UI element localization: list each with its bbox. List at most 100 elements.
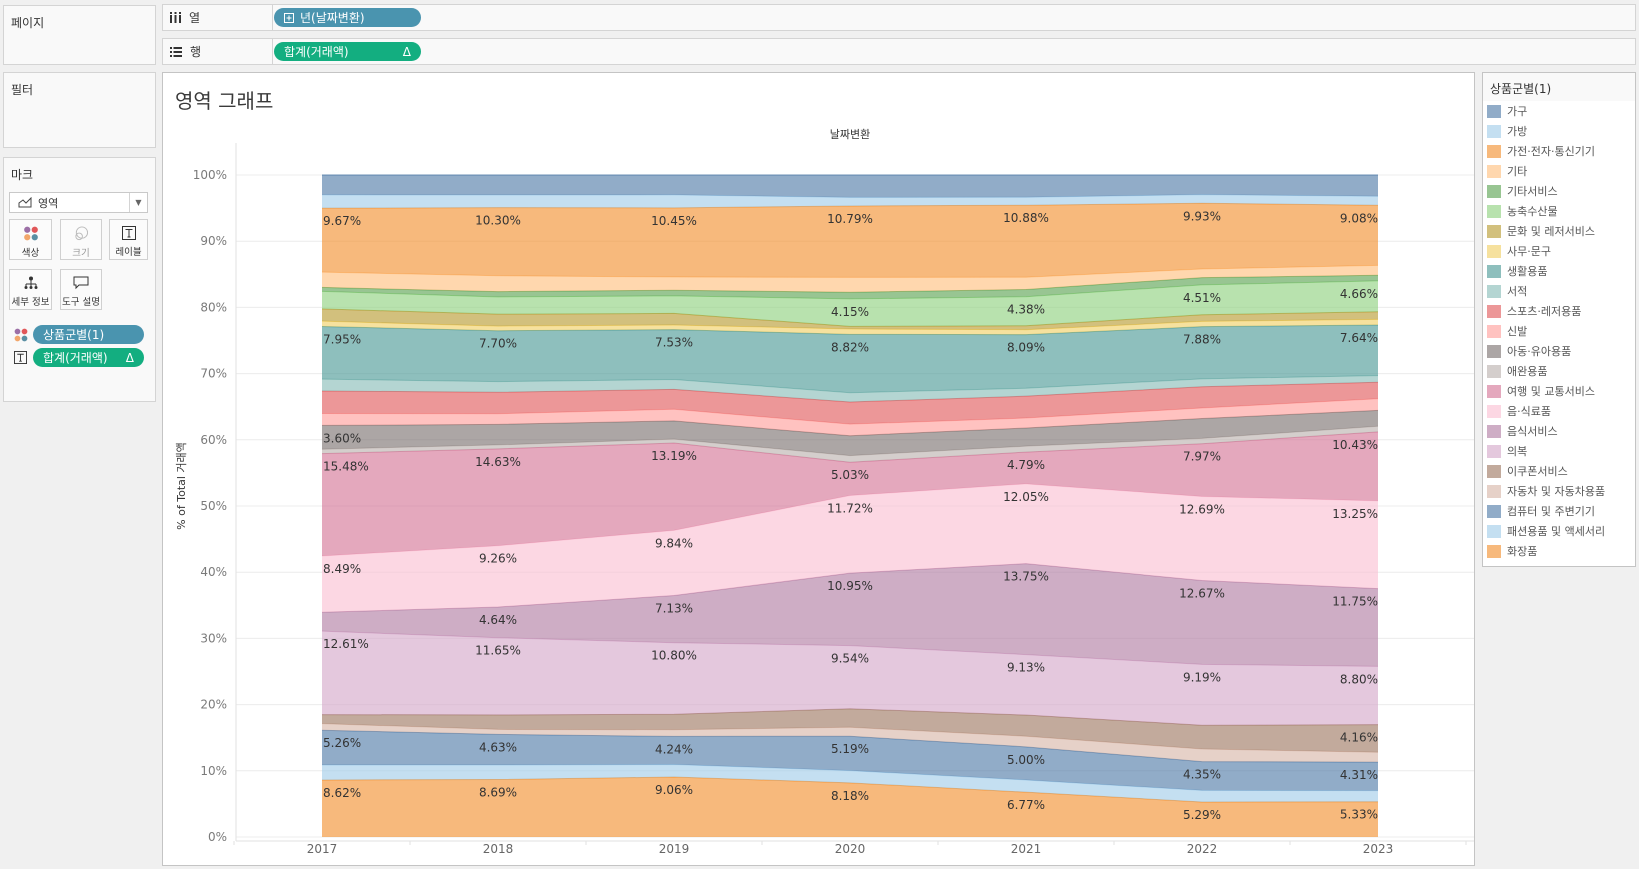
legend-swatch xyxy=(1487,504,1501,518)
legend-item-label: 문화 및 레저서비스 xyxy=(1507,225,1595,238)
label-field-pill-label: 합계(거래액) xyxy=(43,351,108,365)
legend-swatch xyxy=(1487,164,1501,178)
legend-swatch xyxy=(1487,264,1501,278)
legend-item[interactable]: 자동차 및 자동차용품 xyxy=(1483,481,1635,501)
legend-item-label: 농축수산물 xyxy=(1507,205,1558,218)
legend-swatch xyxy=(1487,364,1501,378)
legend-item[interactable]: 음식서비스 xyxy=(1483,421,1635,441)
legend-item-label: 서적 xyxy=(1507,285,1528,298)
legend-swatch xyxy=(1487,184,1501,198)
table-calc-delta-icon: Δ xyxy=(125,350,134,365)
mark-type-dropdown[interactable]: 영역 ▼ xyxy=(9,192,148,213)
legend-item[interactable]: 아동·유아용품 xyxy=(1483,341,1635,361)
legend-item-label: 의복 xyxy=(1507,445,1528,458)
legend-item[interactable]: 가방 xyxy=(1483,121,1635,141)
filters-panel[interactable]: 필터 xyxy=(3,72,156,148)
legend-item-label: 기타서비스 xyxy=(1507,185,1558,198)
pages-panel[interactable]: 페이지 xyxy=(3,5,156,65)
legend-swatch xyxy=(1487,524,1501,538)
legend-item[interactable]: 가구 xyxy=(1483,101,1635,121)
color-field-pill[interactable]: 상품군별(1) xyxy=(33,325,144,344)
legend-swatch xyxy=(1487,204,1501,218)
legend-item[interactable]: 애완용품 xyxy=(1483,361,1635,381)
sheet-title: 영역 그래프 xyxy=(175,89,274,113)
legend-item-label: 생활용품 xyxy=(1507,265,1548,278)
legend-item[interactable]: 여행 및 교통서비스 xyxy=(1483,381,1635,401)
legend-swatch xyxy=(1487,144,1501,158)
legend-title: 상품군별(1) xyxy=(1483,73,1635,101)
color-button[interactable]: 색상 xyxy=(9,219,52,260)
rows-shelf-header: 행 xyxy=(163,39,273,64)
table-calc-delta-icon: Δ xyxy=(402,44,411,59)
legend-item[interactable]: 스포츠·레저용품 xyxy=(1483,301,1635,321)
columns-shelf-label: 열 xyxy=(189,11,201,25)
legend-item[interactable]: 기타서비스 xyxy=(1483,181,1635,201)
legend-item[interactable]: 화장품 xyxy=(1483,541,1635,561)
detail-button[interactable]: 세부 정보 xyxy=(9,269,52,310)
legend-item-label: 가구 xyxy=(1507,105,1528,118)
expand-box-icon xyxy=(284,12,294,23)
legend-item[interactable]: 가전·전자·통신기기 xyxy=(1483,141,1635,161)
size-button-label: 크기 xyxy=(72,248,90,259)
legend-swatch xyxy=(1487,224,1501,238)
legend-swatch xyxy=(1487,104,1501,118)
legend-item-label: 애완용품 xyxy=(1507,365,1548,378)
legend-item[interactable]: 사무·문구 xyxy=(1483,241,1635,261)
tooltip-button-label: 도구 설명 xyxy=(62,297,100,308)
color-button-label: 색상 xyxy=(21,248,40,259)
legend-item[interactable]: 음·식료품 xyxy=(1483,401,1635,421)
columns-field-pill[interactable]: 년(날짜변환) xyxy=(274,8,421,27)
legend-swatch xyxy=(1487,404,1501,418)
legend-item[interactable]: 농축수산물 xyxy=(1483,201,1635,221)
legend-item-label: 기타 xyxy=(1507,165,1528,178)
legend-item-label: 스포츠·레저용품 xyxy=(1507,305,1582,318)
legend-item[interactable]: 컴퓨터 및 주변기기 xyxy=(1483,501,1635,521)
legend-swatch xyxy=(1487,244,1501,258)
legend-item-label: 화장품 xyxy=(1507,545,1538,558)
rows-shelf[interactable]: 행 합계(거래액) Δ xyxy=(162,38,1636,65)
label-field-pill[interactable]: 합계(거래액) Δ xyxy=(33,348,144,367)
legend-item-label: 음식서비스 xyxy=(1507,425,1558,438)
legend-item-label: 음·식료품 xyxy=(1507,405,1551,418)
size-icon xyxy=(75,226,89,241)
detail-button-label: 세부 정보 xyxy=(11,297,50,308)
columns-shelf-header: 열 xyxy=(163,5,273,30)
legend-item[interactable]: 신발 xyxy=(1483,321,1635,341)
legend-item-label: 이쿠폰서비스 xyxy=(1507,465,1568,478)
label-button-label: 레이블 xyxy=(115,247,142,258)
hierarchy-icon xyxy=(24,276,37,289)
chart-panel: 영역 그래프 xyxy=(162,72,1475,866)
legend-swatch xyxy=(1487,124,1501,138)
text-label-icon xyxy=(121,226,136,240)
legend-item-label: 가방 xyxy=(1507,125,1528,138)
label-button[interactable]: 레이블 xyxy=(109,219,148,260)
color-dots-icon xyxy=(14,328,28,341)
area-chart-icon xyxy=(18,197,32,208)
legend-swatch xyxy=(1487,484,1501,498)
legend-item-label: 가전·전자·통신기기 xyxy=(1507,145,1595,158)
legend-item[interactable]: 패션용품 및 액세서리 xyxy=(1483,521,1635,541)
speech-bubble-icon xyxy=(73,276,89,290)
size-button[interactable]: 크기 xyxy=(60,219,102,260)
columns-shelf[interactable]: 열 년(날짜변환) xyxy=(162,4,1636,31)
rows-field-pill-label: 합계(거래액) xyxy=(284,45,349,59)
color-dots-icon xyxy=(23,226,38,241)
chevron-down-icon[interactable]: ▼ xyxy=(129,193,147,212)
legend-item[interactable]: 생활용품 xyxy=(1483,261,1635,281)
text-label-icon xyxy=(14,351,27,364)
legend-swatch xyxy=(1487,424,1501,438)
rows-field-pill[interactable]: 합계(거래액) Δ xyxy=(274,42,421,61)
legend-item[interactable]: 이쿠폰서비스 xyxy=(1483,461,1635,481)
tooltip-button[interactable]: 도구 설명 xyxy=(60,269,102,310)
color-field-pill-label: 상품군별(1) xyxy=(43,328,105,342)
legend-swatch xyxy=(1487,544,1501,558)
legend-item[interactable]: 문화 및 레저서비스 xyxy=(1483,221,1635,241)
columns-field-pill-label: 년(날짜변환) xyxy=(300,11,365,25)
legend-item[interactable]: 의복 xyxy=(1483,441,1635,461)
legend-item[interactable]: 기타 xyxy=(1483,161,1635,181)
legend-swatch xyxy=(1487,324,1501,338)
legend-swatch xyxy=(1487,464,1501,478)
legend-item[interactable]: 서적 xyxy=(1483,281,1635,301)
